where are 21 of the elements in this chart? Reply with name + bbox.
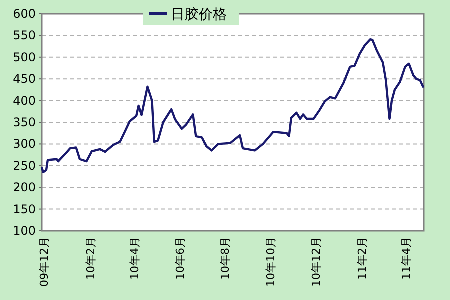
x-tick-label: 10年6月 [174,237,187,280]
legend-label: 日胶价格 [171,7,227,23]
x-tick-label: 09年12月 [38,237,52,287]
x-tick-label: 10年12月 [310,237,324,287]
y-tick-label: 200 [13,180,36,195]
y-tick-label: 400 [13,94,36,108]
y-tick-label: 100 [13,224,36,238]
y-tick-label: 600 [13,7,36,21]
x-tick-label: 10年8月 [219,237,232,280]
y-tick-label: 150 [13,202,36,216]
x-tick-label: 11年2月 [356,237,370,280]
x-tick-label: 10年2月 [84,237,98,280]
y-tick-label: 450 [13,72,36,86]
y-tick-label: 500 [13,50,36,64]
x-tick-label: 10年4月 [128,237,142,280]
y-tick-label: 550 [13,28,36,43]
x-tick-label: 10年10月 [264,237,278,287]
x-tick-label: 11年4月 [400,237,414,280]
y-tick-label: 300 [13,137,36,152]
y-tick-label: 350 [13,116,36,130]
y-tick-label: 250 [13,158,36,173]
